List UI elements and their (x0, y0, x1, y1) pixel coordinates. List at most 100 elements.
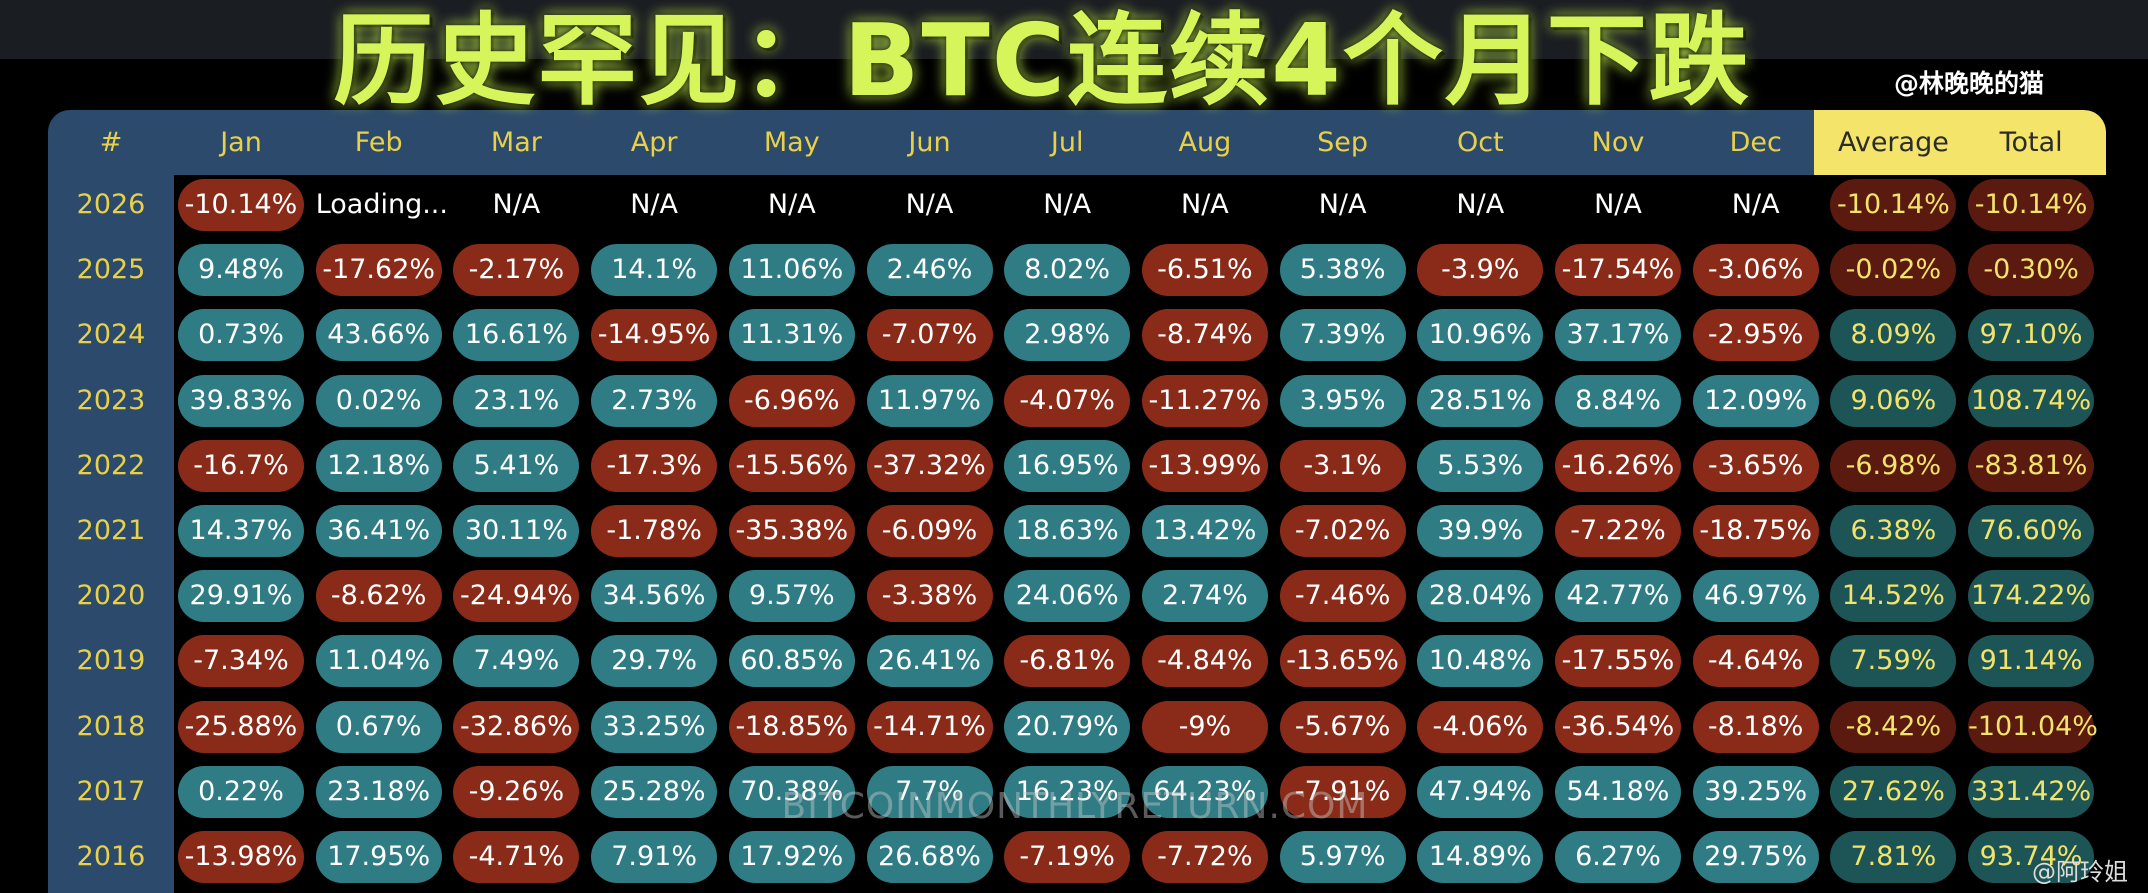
year: 2016 (76, 841, 146, 872)
return-pill: 0.73% (178, 309, 304, 362)
return-pill: 16.61% (453, 309, 580, 362)
return-pill: 16.23% (1004, 765, 1131, 818)
author-tag: @林晚晚的猫 (1894, 69, 2045, 98)
title: 历史罕见：BTC连续4个月下跌 (333, 2, 1751, 119)
return-pill: 7.49% (453, 635, 580, 688)
return-pill: 76.60% (1968, 505, 2095, 557)
return-pill: -6.81% (1004, 635, 1131, 688)
return-pill: 10.96% (1417, 309, 1544, 362)
status-text: N/A (1456, 189, 1505, 220)
return-pill: -6.96% (728, 374, 855, 427)
column-header: # (99, 127, 123, 158)
return-pill: 36.41% (315, 505, 442, 557)
return-pill: 20.79% (1004, 700, 1131, 753)
return-pill: 14.37% (178, 505, 304, 557)
return-pill: -17.54% (1555, 244, 1681, 297)
return-pill: 331.42% (1968, 765, 2095, 818)
return-pill: -6.98% (1830, 439, 1957, 492)
return-pill: 5.97% (1279, 831, 1406, 883)
return-pill: -9.26% (453, 765, 580, 818)
header-row (48, 110, 2106, 175)
column-header: Aug (1178, 127, 1232, 158)
return-pill: -2.95% (1692, 309, 1819, 362)
return-pill: -10.14% (178, 179, 304, 231)
return-pill: -3.38% (866, 570, 993, 623)
status-text: N/A (492, 189, 541, 220)
return-pill: 54.18% (1555, 765, 1681, 818)
return-pill: -14.71% (866, 700, 993, 753)
year: 2018 (76, 710, 146, 742)
return-pill: -13.99% (1141, 439, 1268, 492)
column-header: Sep (1317, 127, 1369, 158)
return-pill: -18.75% (1692, 505, 1819, 557)
return-pill: -8.62% (315, 570, 442, 623)
return-pill: 23.1% (453, 374, 580, 427)
return-pill: -11.27% (1141, 374, 1268, 427)
return-pill: 7.39% (1279, 309, 1406, 362)
return-pill: 5.41% (453, 439, 580, 492)
return-pill: -83.81% (1968, 439, 2095, 492)
return-pill: 0.67% (315, 700, 442, 753)
return-pill: -1.78% (591, 505, 718, 557)
column-header: Jul (1050, 127, 1084, 158)
return-pill: 7.81% (1830, 831, 1957, 883)
return-pill: -3.1% (1279, 439, 1406, 492)
year: 2024 (76, 319, 146, 351)
year: 2022 (76, 449, 146, 481)
return-pill: 7.59% (1830, 635, 1957, 688)
year-column (48, 175, 174, 893)
return-pill: -17.55% (1555, 635, 1681, 688)
return-pill: 26.41% (866, 635, 993, 688)
status-text: N/A (767, 189, 816, 220)
return-pill: 29.7% (591, 635, 718, 688)
return-pill: 2.74% (1141, 570, 1268, 623)
column-header: Apr (630, 127, 678, 158)
return-pill: 11.04% (315, 635, 442, 688)
return-pill: 108.74% (1968, 374, 2095, 427)
return-pill: -13.98% (178, 831, 304, 883)
return-pill: -7.02% (1279, 505, 1406, 557)
return-pill: -7.19% (1004, 831, 1131, 883)
return-pill: -16.26% (1555, 439, 1681, 492)
column-header: May (763, 127, 820, 158)
return-pill: 93.74% (1968, 831, 2095, 883)
status-text: N/A (1318, 189, 1367, 220)
return-pill: -0.02% (1830, 244, 1957, 297)
return-pill: -7.72% (1141, 831, 1268, 883)
column-header: Nov (1591, 127, 1645, 158)
return-pill: -35.38% (728, 505, 855, 557)
return-pill: 7.7% (866, 765, 993, 818)
return-pill: 17.95% (315, 831, 442, 883)
return-pill: 30.11% (453, 505, 580, 557)
return-pill: 60.85% (728, 635, 855, 688)
return-pill: -7.22% (1555, 505, 1681, 557)
return-pill: -3.06% (1692, 244, 1819, 297)
return-pill: -6.09% (866, 505, 993, 557)
return-pill: -8.42% (1830, 700, 1957, 753)
return-pill: 9.57% (728, 570, 855, 623)
return-pill: 70.38% (728, 765, 855, 818)
return-pill: -3.9% (1417, 244, 1544, 297)
column-header: Total (1999, 127, 2063, 158)
column-header: Average (1837, 127, 1949, 158)
return-pill: -5.67% (1279, 700, 1406, 753)
return-pill: 29.91% (178, 570, 304, 623)
column-header: Feb (354, 127, 403, 158)
return-pill: -8.74% (1141, 309, 1268, 362)
return-pill: -4.64% (1692, 635, 1819, 688)
summary-header (1814, 110, 2106, 175)
return-pill: 14.1% (591, 244, 718, 297)
return-pill: 12.18% (315, 439, 442, 492)
top-bar (0, 0, 2148, 59)
return-pill: 174.22% (1968, 570, 2095, 623)
year: 2026 (76, 189, 146, 220)
status-text: N/A (1594, 189, 1642, 220)
return-pill: 17.92% (728, 831, 855, 883)
column-header: Oct (1456, 127, 1504, 158)
site-watermark: BITCOINMONTHLYRETURN.COM (781, 786, 1369, 827)
return-pill: 42.77% (1555, 570, 1681, 623)
return-pill: 9.06% (1830, 374, 1957, 427)
return-pill: -37.32% (866, 439, 993, 492)
year: 2020 (76, 580, 146, 612)
